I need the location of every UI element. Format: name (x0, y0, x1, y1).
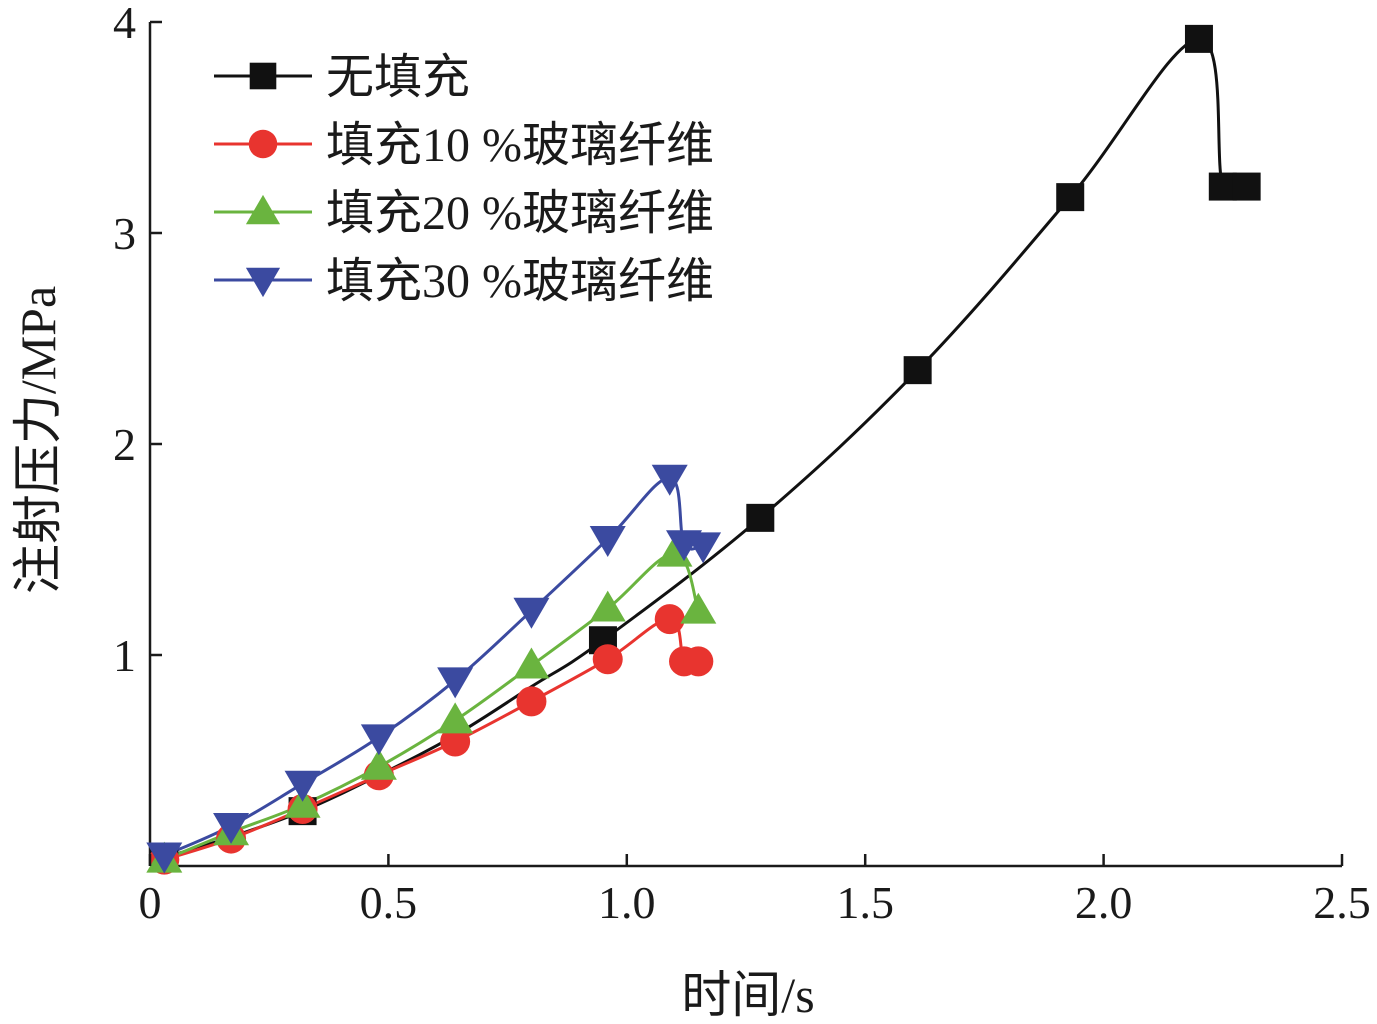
x-tick-label: 0 (139, 877, 162, 928)
series-2-point (592, 644, 623, 675)
legend-label: 填充20 %玻璃纤维 (326, 187, 714, 240)
legend-marker (245, 267, 281, 298)
series-4-line (163, 476, 704, 857)
series-1-point (746, 503, 775, 532)
series-1-point (1184, 24, 1213, 53)
legend-marker (245, 194, 281, 225)
x-axis-title: 时间/s (681, 967, 814, 1023)
series-2-point (440, 726, 471, 757)
series-markers (146, 24, 1261, 875)
series-3-point (680, 592, 717, 624)
series-2-point (683, 646, 714, 677)
series-4-point (651, 464, 688, 496)
legend-label: 填充10 %玻璃纤维 (326, 119, 714, 172)
series-3-point (360, 748, 397, 780)
series-4-point (284, 770, 321, 802)
series-4-point (589, 525, 626, 557)
series-4-point (360, 724, 397, 756)
series-3-point (589, 590, 626, 622)
legend-marker (249, 62, 277, 90)
legend-label: 填充30 %玻璃纤维 (326, 255, 714, 308)
series-3-point (284, 786, 321, 818)
series-4-point (513, 597, 550, 629)
legend-entry: 填充30 %玻璃纤维 (214, 255, 714, 308)
legend-label: 无填充 (326, 51, 470, 104)
series-1-point (1056, 183, 1085, 212)
x-tick-label: 1.0 (598, 877, 656, 928)
legend-entry: 无填充 (214, 51, 470, 104)
x-tick-label: 2.5 (1313, 877, 1371, 928)
y-tick-label: 1 (113, 630, 136, 681)
series-4-point (213, 812, 250, 844)
series-2-point (516, 686, 547, 717)
legend-entry: 填充20 %玻璃纤维 (214, 187, 714, 240)
series-3-point (513, 647, 550, 679)
legend-marker (248, 129, 278, 159)
y-axis-title: 注射压力/MPa (10, 286, 66, 594)
series-1-point (1208, 172, 1237, 201)
series-4-point (437, 667, 474, 699)
series-1-point (1232, 172, 1261, 201)
y-tick-label: 4 (113, 0, 136, 48)
series-4-point (146, 842, 183, 874)
y-tick-label: 3 (113, 208, 136, 259)
series-2-point (654, 604, 685, 635)
axis-ticks: 0 0.5 1.0 1.5 2.0 2.5 1 2 3 4 (113, 0, 1371, 928)
x-tick-label: 0.5 (360, 877, 418, 928)
legend-entry: 填充10 %玻璃纤维 (214, 119, 714, 172)
series-1-point (903, 356, 932, 385)
x-tick-label: 1.5 (836, 877, 894, 928)
y-tick-label: 2 (113, 419, 136, 470)
x-tick-label: 2.0 (1075, 877, 1133, 928)
series-3-point (437, 702, 474, 734)
series-4-point (685, 532, 722, 564)
